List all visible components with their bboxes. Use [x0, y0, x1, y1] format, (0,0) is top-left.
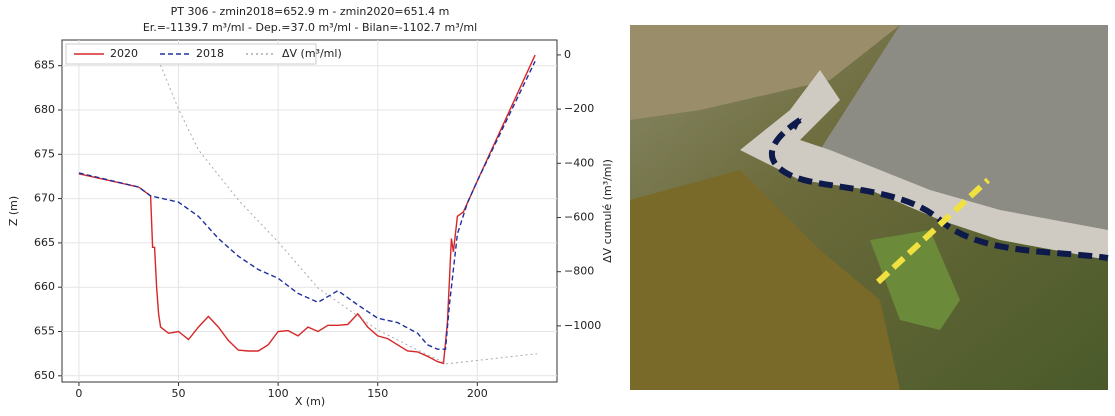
legend-label: 2018: [196, 47, 224, 60]
x-tick-label: 100: [268, 387, 289, 400]
forest: [630, 170, 900, 390]
y-tick-label: 660: [34, 280, 55, 293]
chart-subtitle: Er.=-1139.7 m³/ml - Dep.=37.0 m³/ml - Bi…: [143, 21, 477, 34]
plot-frame: [61, 39, 558, 383]
y-axis-label: Z (m): [7, 196, 20, 226]
series-line: [78, 60, 536, 350]
y-tick-label: 675: [34, 147, 55, 160]
y-tick-label: 650: [34, 369, 55, 382]
legend-label: ΔV (m³/ml): [282, 47, 342, 60]
y2-tick-label: −200: [564, 102, 594, 115]
field: [870, 230, 960, 330]
x-tick-label: 150: [367, 387, 388, 400]
y-tick-label: 655: [34, 324, 55, 337]
x-tick-label: 0: [75, 387, 82, 400]
x-tick-label: 50: [172, 387, 186, 400]
section-line: [875, 177, 991, 285]
chart-title: PT 306 - zmin2018=652.9 m - zmin2020=651…: [171, 5, 450, 18]
y2-tick-label: −600: [564, 211, 594, 224]
series-line: [78, 54, 536, 365]
y-tick-label: 685: [34, 59, 55, 72]
y2-tick-label: −1000: [564, 319, 601, 332]
y2-axis-label: ΔV cumulé (m³/ml): [601, 159, 614, 263]
photo: [630, 25, 1109, 390]
cliff: [820, 25, 1108, 260]
x-tick-label: 200: [467, 387, 488, 400]
legend-box: [65, 43, 317, 65]
y2-tick-label: −800: [564, 265, 594, 278]
flow-arrow: [790, 118, 802, 130]
series-line: [158, 60, 538, 365]
y2-tick-label: −400: [564, 156, 594, 169]
y-tick-label: 670: [34, 192, 55, 205]
y-tick-label: 680: [34, 103, 55, 116]
x-axis-label: X (m): [295, 395, 325, 408]
y2-tick-label: 0: [564, 48, 571, 61]
far-slope: [630, 25, 900, 120]
legend-label: 2020: [110, 47, 138, 60]
flow-path: [768, 117, 1109, 261]
riverbed: [740, 70, 1108, 260]
y-tick-label: 665: [34, 236, 55, 249]
